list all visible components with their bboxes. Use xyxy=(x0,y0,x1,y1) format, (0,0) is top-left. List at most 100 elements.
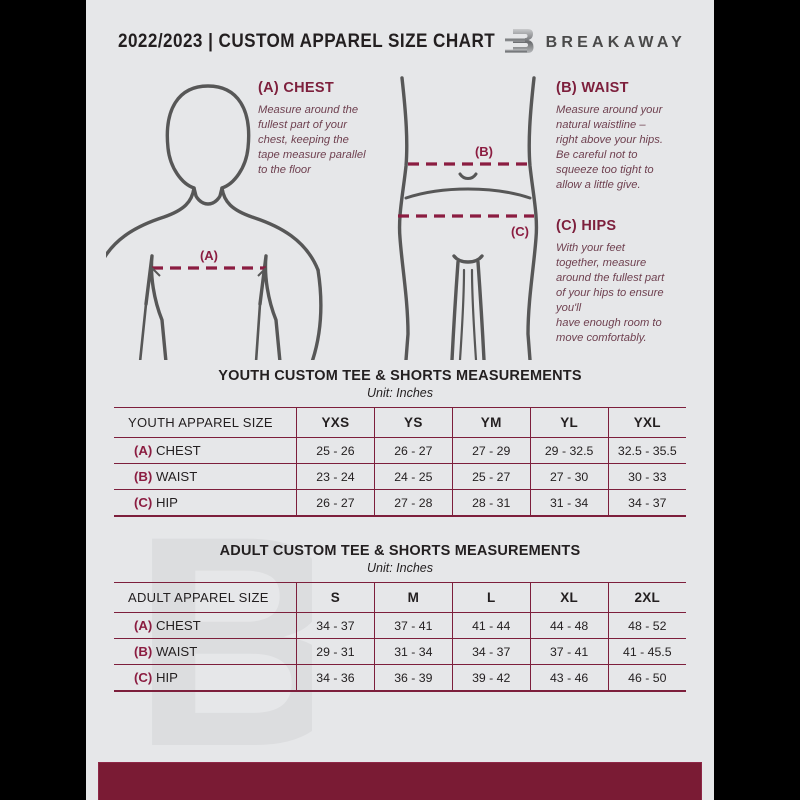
callout-hips-body: With your feet together, measure around … xyxy=(556,242,665,344)
youth-col-4: YXL xyxy=(607,407,686,438)
row-name: HIP xyxy=(152,495,178,510)
row-name: WAIST xyxy=(152,644,198,659)
table-row: (A) CHEST 34 - 37 37 - 41 41 - 44 44 - 4… xyxy=(114,612,686,639)
adult-r2-c2: 39 - 42 xyxy=(451,664,531,691)
adult-r0-c0: 34 - 37 xyxy=(296,612,375,639)
youth-r2-c4: 34 - 37 xyxy=(607,489,686,516)
adult-size-table: ADULT APPAREL SIZE S M L XL 2XL (A) CHES… xyxy=(114,582,686,691)
youth-col-3: YL xyxy=(529,407,609,438)
row-tag: (C) xyxy=(134,495,153,510)
callout-waist: (B) WAIST Measure around your natural wa… xyxy=(556,80,704,193)
youth-table-unit: Unit: Inches xyxy=(366,386,433,400)
youth-r1-c2: 25 - 27 xyxy=(451,463,531,490)
adult-r0-c2: 41 - 44 xyxy=(451,612,531,639)
adult-table-title: ADULT CUSTOM TEE & SHORTS MEASUREMENTS xyxy=(219,543,581,559)
youth-table-bottom-rule xyxy=(114,516,686,517)
callout-hips: (C) HIPS With your feet together, measur… xyxy=(556,218,708,346)
row-name: CHEST xyxy=(152,443,201,458)
youth-r1-c0: 23 - 24 xyxy=(296,463,375,490)
page-header: 2022/2023 | CUSTOM APPAREL SIZE CHART xyxy=(86,26,714,66)
adult-r0-c1: 37 - 41 xyxy=(373,612,453,639)
callout-hips-heading: (C) HIPS xyxy=(556,218,617,234)
adult-table-unit: Unit: Inches xyxy=(366,561,433,575)
row-tag: (A) xyxy=(134,618,153,633)
youth-size-table-block: YOUTH CUSTOM TEE & SHORTS MEASUREMENTS U… xyxy=(114,368,686,517)
adult-r0-c4: 48 - 52 xyxy=(607,612,686,639)
adult-r1-c3: 37 - 41 xyxy=(529,638,609,665)
brand-name: BREAKAWAY xyxy=(545,34,686,51)
youth-r2-c0: 26 - 27 xyxy=(296,489,375,516)
adult-col-4: 2XL xyxy=(607,582,686,613)
footer-bar xyxy=(98,762,702,800)
adult-r1-c0: 29 - 31 xyxy=(296,638,375,665)
table-row: (B) WAIST 23 - 24 24 - 25 25 - 27 27 - 3… xyxy=(114,463,686,490)
row-tag: (C) xyxy=(134,670,153,685)
youth-row-header-label: YOUTH APPAREL SIZE xyxy=(114,407,297,438)
adult-r0-c3: 44 - 48 xyxy=(529,612,609,639)
table-row: (C) HIP 34 - 36 36 - 39 39 - 42 43 - 46 … xyxy=(114,664,686,691)
table-row: (B) WAIST 29 - 31 31 - 34 34 - 37 37 - 4… xyxy=(114,638,686,665)
table-row: (C) HIP 26 - 27 27 - 28 28 - 31 31 - 34 … xyxy=(114,489,686,516)
adult-table-bottom-rule xyxy=(114,691,686,692)
adult-row-header-label: ADULT APPAREL SIZE xyxy=(114,582,297,613)
youth-row-2-label: (C) HIP xyxy=(114,489,297,516)
torso-figure-icon: (A) xyxy=(106,84,323,360)
adult-col-0: S xyxy=(296,582,375,613)
adult-size-table-block: ADULT CUSTOM TEE & SHORTS MEASUREMENTS U… xyxy=(114,543,686,692)
brand-lockup: BREAKAWAY xyxy=(504,26,686,60)
adult-row-2-label: (C) HIP xyxy=(114,664,297,691)
youth-row-0-label: (A) CHEST xyxy=(114,437,297,464)
row-tag: (B) xyxy=(134,469,153,484)
adult-r1-c2: 34 - 37 xyxy=(451,638,531,665)
youth-col-2: YM xyxy=(451,407,531,438)
youth-col-1: YS xyxy=(373,407,453,438)
adult-r1-c1: 31 - 34 xyxy=(373,638,453,665)
table-row: (A) CHEST 25 - 26 26 - 27 27 - 29 29 - 3… xyxy=(114,437,686,464)
adult-r2-c1: 36 - 39 xyxy=(373,664,453,691)
youth-table-title: YOUTH CUSTOM TEE & SHORTS MEASUREMENTS xyxy=(218,368,582,384)
adult-col-2: L xyxy=(451,582,531,613)
youth-r2-c2: 28 - 31 xyxy=(451,489,531,516)
row-tag: (A) xyxy=(134,443,153,458)
breakaway-b-logo-icon xyxy=(504,29,534,53)
youth-size-table: YOUTH APPAREL SIZE YXS YS YM YL YXL (A) … xyxy=(114,407,686,516)
callout-chest-heading: (A) CHEST xyxy=(258,80,334,96)
callout-waist-heading: (B) WAIST xyxy=(556,80,629,96)
size-chart-page: B 2022/2023 | CUSTOM APPAREL SIZE CHART xyxy=(86,0,714,800)
adult-r2-c4: 46 - 50 xyxy=(607,664,686,691)
youth-row-1-label: (B) WAIST xyxy=(114,463,297,490)
adult-r1-c4: 41 - 45.5 xyxy=(607,638,686,665)
adult-col-3: XL xyxy=(529,582,609,613)
youth-r2-c3: 31 - 34 xyxy=(529,489,609,516)
measurement-illustrations: (A) xyxy=(86,70,714,360)
youth-r0-c4: 32.5 - 35.5 xyxy=(607,437,686,464)
youth-r1-c4: 30 - 33 xyxy=(607,463,686,490)
callout-chest: (A) CHEST Measure around the fullest par… xyxy=(258,80,418,178)
row-name: HIP xyxy=(152,670,178,685)
adult-row-1-label: (B) WAIST xyxy=(114,638,297,665)
youth-r0-c2: 27 - 29 xyxy=(451,437,531,464)
hip-measure-label: (C) xyxy=(511,224,529,239)
chest-measure-label: (A) xyxy=(200,248,218,263)
row-name: WAIST xyxy=(152,469,198,484)
row-name: CHEST xyxy=(152,618,201,633)
adult-row-0-label: (A) CHEST xyxy=(114,612,297,639)
adult-table-header-row: ADULT APPAREL SIZE S M L XL 2XL xyxy=(114,582,686,613)
adult-col-1: M xyxy=(373,582,453,613)
row-tag: (B) xyxy=(134,644,153,659)
callout-chest-body: Measure around the fullest part of your … xyxy=(258,104,366,176)
youth-r0-c0: 25 - 26 xyxy=(296,437,375,464)
page-title: 2022/2023 | CUSTOM APPAREL SIZE CHART xyxy=(118,31,496,52)
waist-measure-label: (B) xyxy=(475,144,493,159)
youth-r1-c3: 27 - 30 xyxy=(529,463,609,490)
callout-waist-body: Measure around your natural waistline – … xyxy=(556,104,663,191)
youth-col-0: YXS xyxy=(296,407,375,438)
adult-r2-c3: 43 - 46 xyxy=(529,664,609,691)
youth-r2-c1: 27 - 28 xyxy=(373,489,453,516)
youth-r0-c3: 29 - 32.5 xyxy=(529,437,609,464)
adult-r2-c0: 34 - 36 xyxy=(296,664,375,691)
youth-table-header-row: YOUTH APPAREL SIZE YXS YS YM YL YXL xyxy=(114,407,686,438)
youth-r0-c1: 26 - 27 xyxy=(373,437,453,464)
hips-figure-icon: (B) (C) xyxy=(397,76,539,360)
